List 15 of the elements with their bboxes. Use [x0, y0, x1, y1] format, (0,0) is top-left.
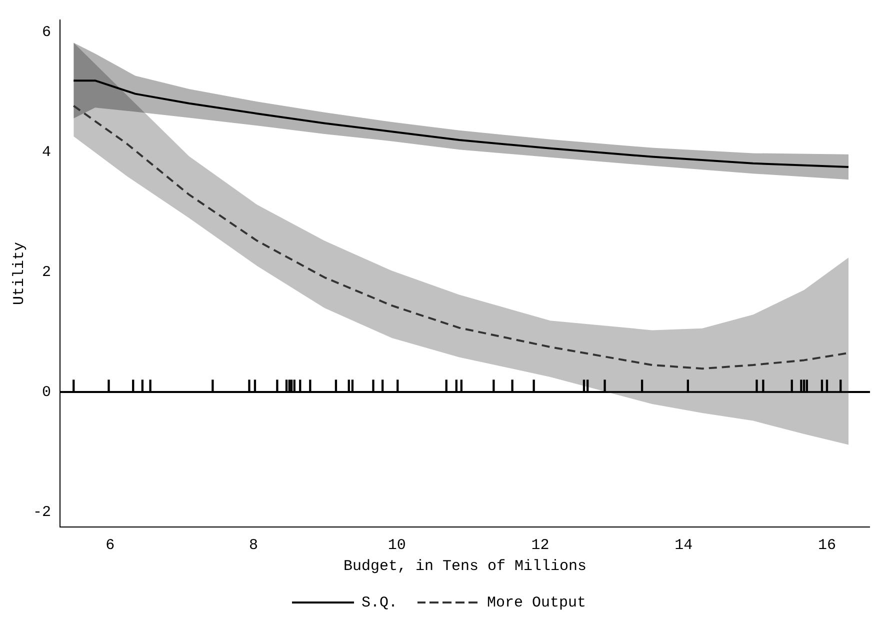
x-tick-label: 14	[674, 536, 693, 554]
y-tick-label: 4	[42, 144, 52, 161]
x-tick-label: 8	[249, 536, 258, 554]
x-tick-label: 10	[388, 536, 406, 554]
legend-label: More Output	[486, 594, 586, 612]
y-axis-title: Utility	[10, 242, 28, 306]
x-tick-label: 16	[818, 536, 836, 554]
legend-label: S.Q.	[361, 594, 398, 612]
x-tick-label: 12	[531, 536, 550, 554]
y-tick-label: -2	[32, 504, 52, 521]
x-axis-title: Budget, in Tens of Millions	[343, 558, 587, 575]
y-tick-label: 6	[42, 24, 52, 41]
x-tick-label: 6	[106, 536, 115, 554]
y-tick-label: 0	[42, 384, 52, 401]
y-tick-label: 2	[42, 264, 52, 281]
